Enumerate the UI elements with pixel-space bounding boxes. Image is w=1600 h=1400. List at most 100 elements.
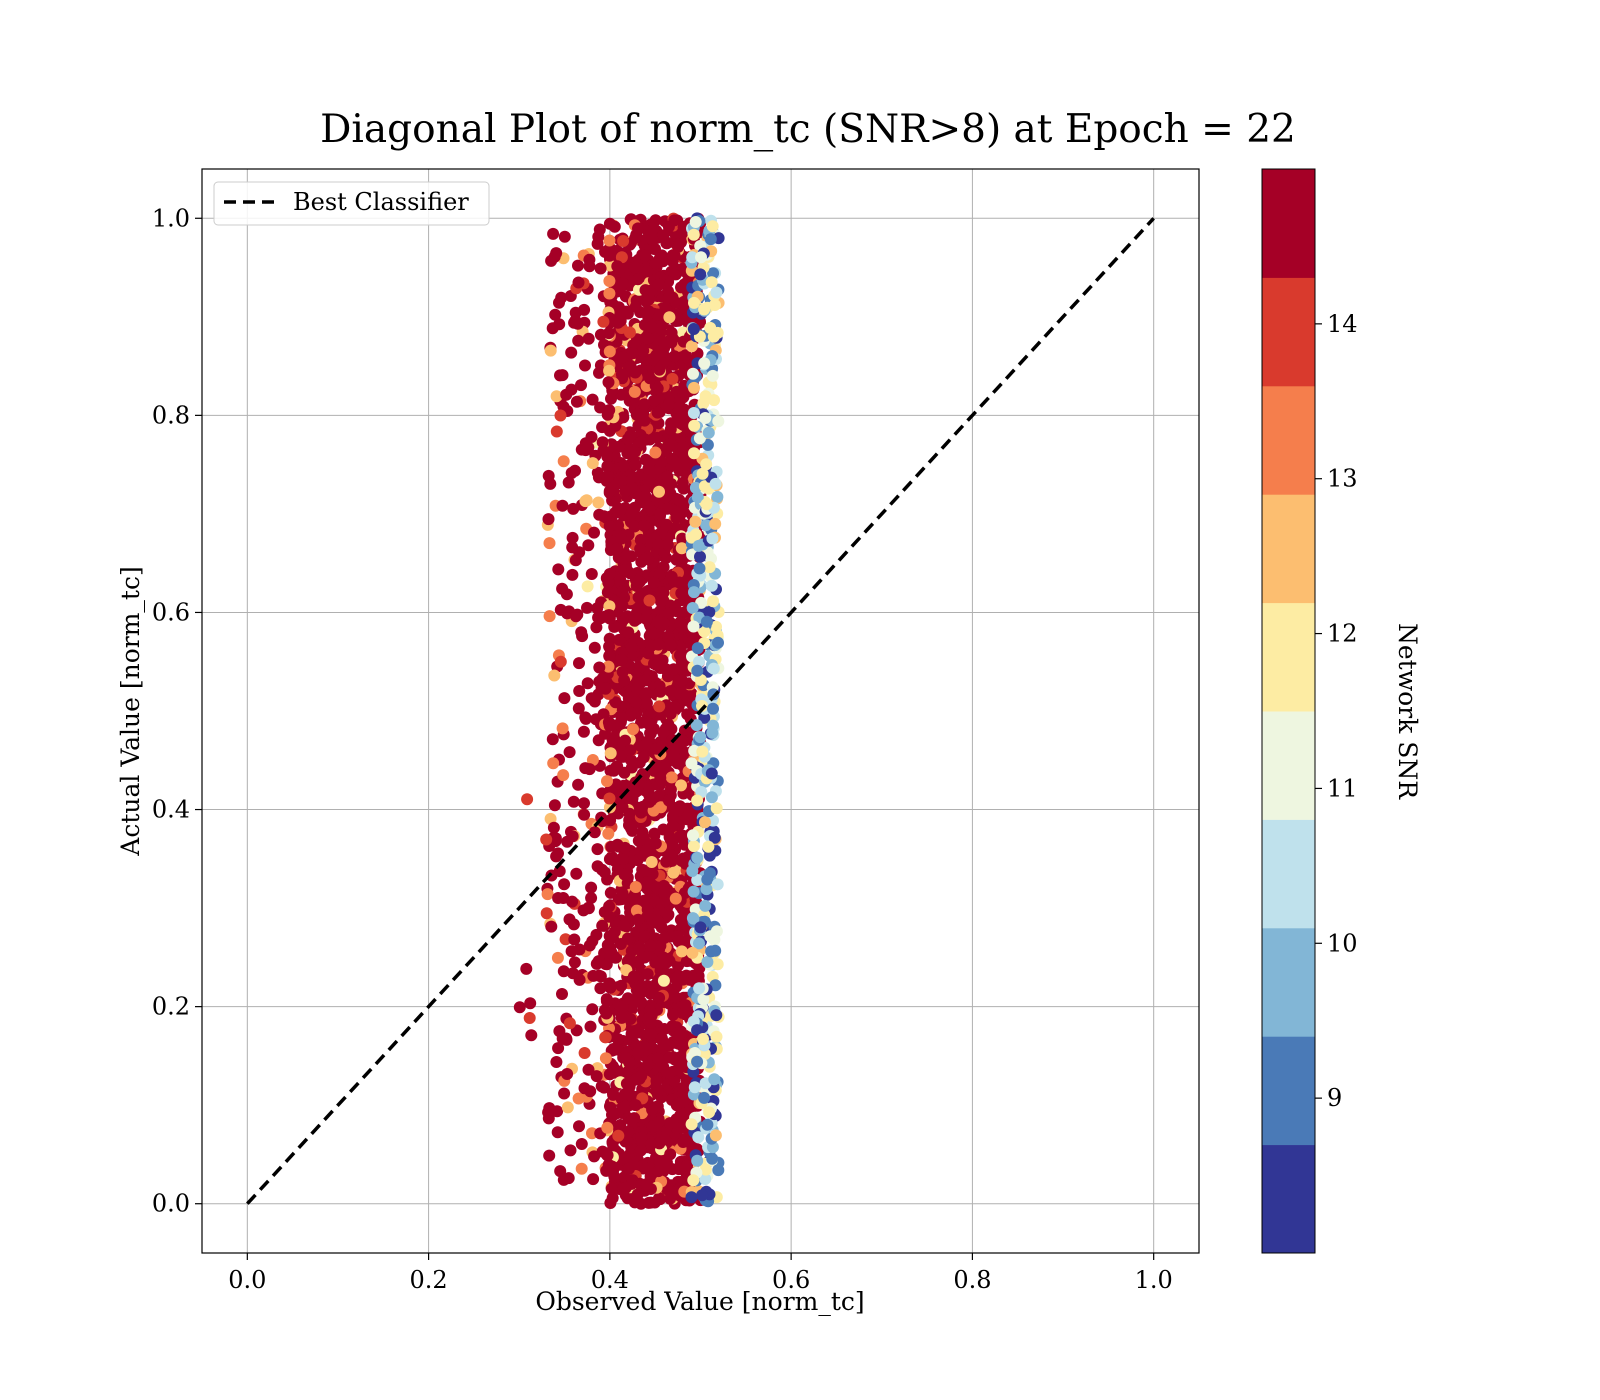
scatter-point [641, 1059, 654, 1072]
scatter-point [603, 364, 616, 377]
scatter-point [691, 664, 704, 677]
scatter-point [645, 856, 658, 868]
scatter-point [586, 935, 599, 948]
scatter-point [710, 1030, 723, 1043]
scatter-point [642, 305, 655, 318]
scatter-point [673, 576, 686, 589]
y-tick-label: 0.4 [152, 796, 190, 824]
scatter-point [650, 349, 663, 362]
scatter-point [623, 819, 635, 832]
scatter-point [603, 404, 616, 417]
scatter-point [590, 1070, 603, 1083]
scatter-point [707, 595, 720, 608]
scatter-point [705, 945, 718, 958]
scatter-point [661, 470, 674, 483]
scatter-point [629, 881, 642, 893]
scatter-point [615, 251, 628, 264]
scatter-point [601, 471, 614, 483]
scatter-point [651, 615, 664, 628]
scatter-point [603, 720, 616, 732]
scatter-point [612, 301, 625, 314]
scatter-point [688, 381, 700, 394]
scatter-point [677, 1136, 690, 1148]
scatter-point [678, 452, 691, 465]
scatter-point [652, 1165, 665, 1178]
scatter-point [554, 369, 566, 382]
scatter-point [607, 764, 620, 777]
scatter-point [601, 460, 614, 473]
scatter-point [581, 601, 593, 614]
scatter-point [687, 367, 699, 380]
scatter-point [658, 931, 671, 944]
scatter-point [629, 300, 642, 313]
scatter-point [663, 311, 676, 324]
scatter-point [681, 708, 694, 721]
scatter-point [696, 1189, 709, 1202]
colorbar-band [1262, 1036, 1315, 1146]
scatter-point [642, 1196, 655, 1209]
scatter-point [660, 855, 673, 868]
scatter-point [587, 1173, 600, 1186]
scatter-point [632, 1026, 645, 1039]
scatter-point [628, 385, 641, 398]
scatter-point [693, 432, 706, 445]
colorbar-frame [1261, 168, 1316, 1254]
scatter-point [573, 1120, 585, 1133]
scatter-point [668, 214, 681, 227]
scatter-point [707, 330, 720, 343]
scatter-point [603, 520, 616, 533]
scatter-point [552, 563, 565, 576]
scatter-point [603, 600, 616, 613]
scatter-point [579, 495, 592, 508]
scatter-point [656, 335, 668, 347]
scatter-point [619, 734, 632, 747]
scatter-point [565, 945, 578, 958]
scatter-point [667, 1008, 679, 1021]
scatter-point [546, 733, 559, 746]
scatter-point [641, 876, 654, 889]
scatter-point [663, 1067, 676, 1080]
scatter-point [687, 323, 700, 335]
scatter-point [602, 327, 615, 340]
scatter-point [681, 811, 693, 824]
scatter-point [521, 793, 534, 806]
scatter-point [587, 969, 600, 982]
scatter-point [557, 769, 570, 782]
scatter-point [591, 843, 604, 856]
scatter-point [575, 379, 587, 392]
scatter-point [623, 1087, 636, 1100]
scatter-point [668, 350, 681, 363]
scatter-point [542, 469, 555, 482]
scatter-point [560, 588, 573, 601]
scatter-point [666, 372, 679, 385]
scatter-point [648, 627, 661, 640]
scatter-point [696, 467, 709, 480]
scatter-point [575, 1162, 588, 1175]
scatter-point [700, 498, 713, 511]
scatter-point [544, 344, 557, 357]
scatter-point [545, 920, 558, 933]
scatter-point [691, 794, 704, 807]
scatter-point [675, 542, 688, 555]
scatter-point [708, 1073, 721, 1086]
scatter-point [565, 467, 578, 479]
scatter-point [675, 945, 688, 958]
scatter-point [687, 407, 700, 419]
scatter-point [631, 612, 644, 625]
scatter-point [607, 1043, 620, 1055]
scatter-point [691, 1154, 704, 1167]
scatter-point [693, 562, 706, 575]
scatter-point [552, 892, 565, 904]
colorbar-bands [1262, 169, 1315, 1254]
scatter-point [601, 1121, 614, 1134]
scatter-point [660, 518, 673, 531]
scatter-point [653, 700, 666, 713]
scatter-point [654, 595, 667, 608]
y-tick-label: 0.2 [152, 993, 190, 1021]
colorbar-tick-label: 14 [1327, 310, 1358, 338]
scatter-point [618, 868, 631, 881]
scatter-point [663, 831, 676, 844]
scatter-point [687, 885, 700, 898]
scatter-point [667, 866, 680, 879]
scatter-point [657, 957, 670, 969]
